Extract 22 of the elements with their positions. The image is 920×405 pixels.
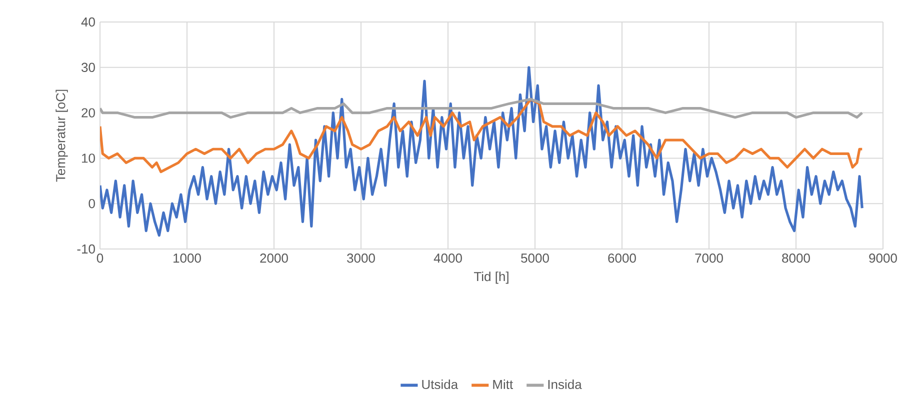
y-tick-label: 30 xyxy=(82,62,95,72)
x-tick-label: 5000 xyxy=(521,254,549,263)
legend-label: Insida xyxy=(548,380,582,390)
y-axis-title: Temperatur [oC] xyxy=(56,90,68,182)
legend-label: Utsida xyxy=(422,380,458,390)
line-series xyxy=(100,66,864,237)
x-tick-label: 1000 xyxy=(174,254,201,263)
y-tick-label: 0 xyxy=(88,198,95,208)
x-tick-label: 2000 xyxy=(260,254,288,263)
x-tick-label: 4000 xyxy=(434,254,462,263)
x-tick-label: 3000 xyxy=(347,254,375,263)
y-tick-label: -10 xyxy=(77,244,95,254)
y-tick-label: 40 xyxy=(81,17,95,27)
x-axis-title: Tid [h] xyxy=(474,272,508,284)
y-tick-label: 10 xyxy=(82,154,95,163)
x-tick-label: 6000 xyxy=(608,254,636,263)
x-tick-label: 8000 xyxy=(782,254,810,263)
x-tick-label: 9000 xyxy=(869,254,897,263)
y-tick-label: 20 xyxy=(82,108,95,118)
legend-label: Mitt xyxy=(493,380,513,390)
x-tick-label: 7000 xyxy=(695,254,723,263)
x-tick-label: 0 xyxy=(96,254,104,263)
